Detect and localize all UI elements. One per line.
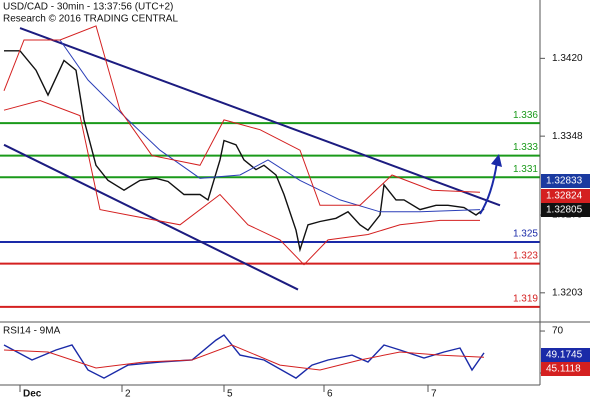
last-value-label: 49.1745: [546, 350, 583, 361]
series-line: [3, 25, 481, 206]
last-value-box: [541, 348, 590, 362]
level-label: 1.325: [513, 229, 538, 240]
level-label: 1.319: [513, 294, 538, 305]
y-tick-label: 70: [552, 326, 564, 337]
level-label: 1.336: [513, 110, 538, 121]
series-line: [4, 50, 485, 253]
level-label: 1.333: [513, 142, 538, 153]
last-value-label: 1.32833: [546, 176, 583, 187]
y-tick-label: 1.3203: [552, 287, 583, 298]
x-tick-label: Dec: [23, 389, 42, 400]
last-value-box: [541, 189, 590, 203]
last-value-label: 45.1118: [546, 364, 581, 375]
y-tick-label: 1.3420: [552, 53, 583, 64]
x-tick-label: 5: [227, 389, 233, 400]
series-line: [3, 344, 485, 371]
series-line: [3, 99, 480, 266]
trend-line: [3, 143, 299, 291]
last-value-box: [541, 203, 590, 217]
level-label: 1.323: [513, 250, 538, 261]
last-value-box: [541, 362, 590, 376]
forecast-arrow: [479, 161, 498, 215]
trend-line: [19, 27, 501, 207]
last-value-label: 1.32824: [546, 191, 583, 202]
last-value-label: 1.32805: [546, 205, 583, 216]
chart-subtitle: Research © 2016 TRADING CENTRAL: [3, 14, 178, 25]
forecast-arrow-head: [491, 154, 502, 167]
y-tick-label: 1.3348: [552, 131, 583, 142]
x-tick-label: 7: [431, 389, 437, 400]
series-line: [59, 39, 481, 213]
plot-layer: [0, 25, 540, 379]
last-value-box: [541, 174, 590, 188]
series-line: [3, 334, 485, 379]
chart-title: USD/CAD - 30min - 13:37:56 (UTC+2): [3, 2, 173, 13]
x-tick-label: 2: [125, 389, 131, 400]
x-tick-label: 6: [327, 389, 333, 400]
level-label: 1.331: [513, 164, 538, 175]
indicator-title: RSI14 - 9MA: [3, 326, 61, 337]
